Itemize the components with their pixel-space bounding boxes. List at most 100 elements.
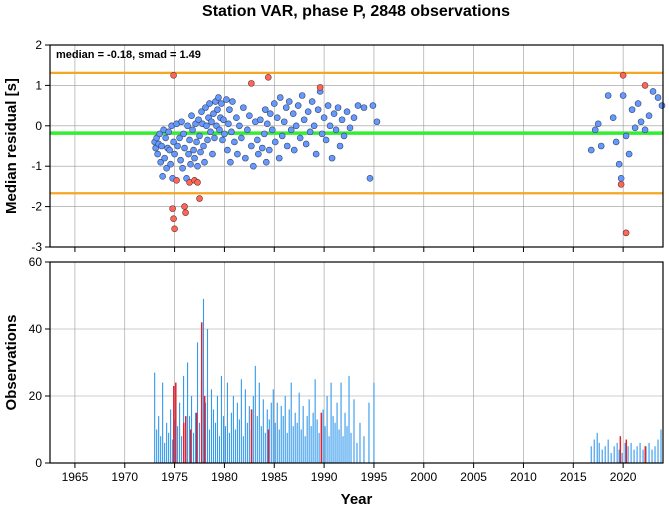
residual-point	[263, 120, 271, 128]
residual-point	[208, 118, 215, 126]
residual-point	[202, 104, 209, 111]
residual-point	[234, 150, 241, 158]
residual-point	[233, 114, 240, 122]
residual-point	[308, 98, 316, 105]
residual-point	[304, 108, 312, 115]
observation-bar	[156, 429, 158, 463]
residual-point	[186, 136, 193, 144]
outlier-bar	[250, 409, 253, 463]
residual-point	[328, 154, 336, 162]
x-axis-label: Year	[341, 491, 373, 508]
observation-bar	[654, 446, 656, 463]
observation-bar	[220, 375, 222, 463]
outlier-bar	[195, 412, 198, 463]
outlier-point	[619, 72, 627, 79]
outlier-bar	[183, 422, 185, 463]
x-tick-label: 1995	[361, 470, 388, 484]
x-tick-label: 1975	[161, 470, 188, 484]
residual-point	[191, 154, 198, 162]
residual-point	[216, 126, 223, 134]
observation-bar	[164, 442, 166, 463]
residual-point	[170, 138, 177, 146]
observation-bar	[218, 436, 220, 463]
observation-bar	[272, 389, 274, 463]
observation-bar	[246, 422, 248, 463]
residual-point	[597, 142, 605, 150]
observation-bar	[348, 375, 350, 463]
residual-point	[219, 136, 226, 144]
observation-bar	[238, 419, 240, 463]
residual-point	[220, 116, 227, 124]
observation-bar	[328, 436, 330, 463]
y-tick-label: 40	[29, 322, 43, 336]
residual-point	[214, 106, 221, 113]
outlier-point	[617, 181, 625, 188]
residual-point	[634, 100, 642, 107]
residual-point	[275, 154, 283, 162]
observation-bar	[344, 412, 346, 463]
residual-point	[158, 142, 165, 150]
observation-bar	[613, 446, 615, 463]
observation-bar	[368, 402, 370, 463]
observation-bar	[306, 416, 308, 463]
residual-point	[637, 118, 645, 126]
residual-point	[346, 124, 354, 132]
observation-bar	[598, 442, 600, 463]
observation-bar	[642, 449, 644, 463]
plot-frame	[49, 44, 664, 248]
observation-bar	[228, 432, 230, 463]
residual-point	[165, 128, 172, 136]
residual-point	[236, 122, 243, 130]
observation-bar	[312, 412, 314, 463]
x-tick-label: 1990	[311, 470, 338, 484]
y-axis-label: Observations	[3, 315, 20, 411]
residual-point	[318, 130, 326, 138]
residual-point	[261, 106, 269, 113]
y-tick-label: 20	[29, 389, 43, 403]
x-tick-label: 2015	[560, 470, 587, 484]
residual-point	[270, 100, 278, 107]
residual-point	[161, 154, 168, 162]
outlier-bar	[625, 439, 628, 463]
observation-bar	[208, 429, 211, 463]
stats-annotation: median = -0.18, smad = 1.49	[56, 49, 201, 61]
observation-bar	[262, 399, 264, 463]
residual-point	[240, 104, 247, 111]
residual-point	[271, 138, 279, 146]
observation-bar	[216, 396, 219, 463]
outlier-point	[196, 195, 203, 202]
observation-bar	[318, 432, 320, 463]
outlier-point	[170, 215, 177, 223]
observation-bar	[210, 389, 213, 463]
residual-point	[338, 116, 346, 124]
residual-point	[265, 146, 273, 154]
residual-point	[190, 146, 197, 154]
observation-bar	[232, 396, 234, 463]
y-tick-label: -1	[31, 159, 42, 173]
residual-point	[200, 142, 207, 150]
observation-bar	[194, 412, 197, 463]
observation-bar	[274, 422, 276, 463]
residual-point	[628, 106, 636, 113]
observation-bar	[160, 436, 162, 463]
observation-bar	[621, 452, 623, 463]
residual-point	[154, 150, 161, 158]
observation-bar	[226, 382, 228, 463]
residual-point	[259, 144, 266, 152]
residual-point	[218, 100, 225, 107]
residual-point	[283, 142, 291, 150]
residual-point	[320, 114, 328, 122]
observation-bar	[158, 416, 160, 463]
plot-frame	[49, 261, 664, 464]
residual-point	[229, 98, 236, 105]
residual-point	[330, 110, 338, 117]
residual-point	[179, 164, 186, 172]
residual-point	[278, 132, 286, 140]
observation-bar	[300, 429, 302, 463]
observation-bar	[296, 422, 298, 463]
observation-bar	[607, 439, 609, 463]
observation-bar	[170, 409, 172, 463]
residual-point	[273, 114, 281, 122]
observation-bar	[236, 402, 238, 463]
